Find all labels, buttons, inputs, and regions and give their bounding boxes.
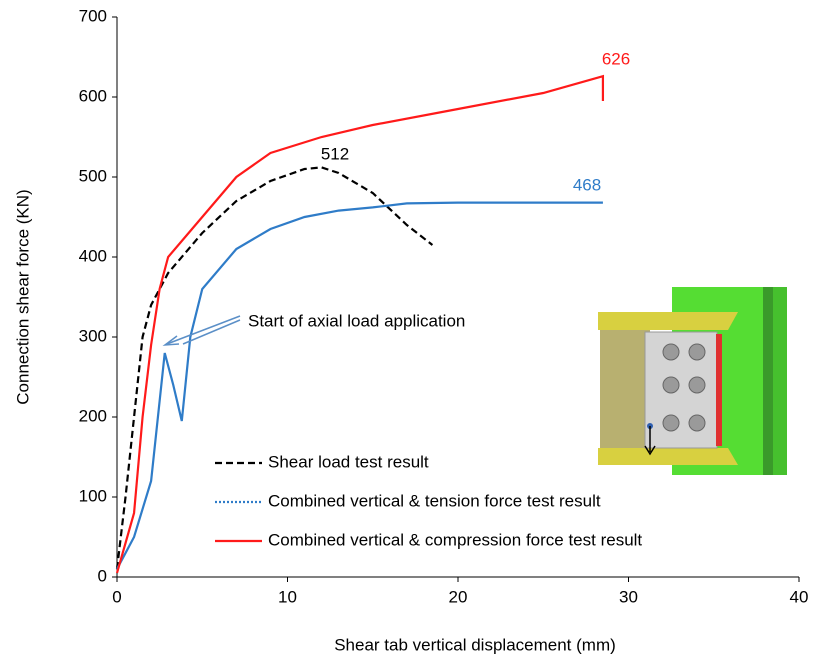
beam-bottom-flange bbox=[598, 448, 738, 465]
series-line bbox=[117, 203, 603, 569]
annotation: 626 bbox=[602, 49, 630, 68]
bolt bbox=[689, 377, 705, 393]
beam-top-flange bbox=[598, 312, 738, 330]
x-tick-label: 40 bbox=[790, 587, 809, 606]
annotation: Start of axial load application bbox=[248, 311, 465, 330]
chart: Shear tab vertical displacement (mm) Con… bbox=[0, 0, 816, 660]
x-tick-label: 20 bbox=[449, 587, 468, 606]
column-web bbox=[763, 287, 773, 475]
y-tick-label: 100 bbox=[79, 486, 107, 505]
x-axis-title: Shear tab vertical displacement (mm) bbox=[334, 635, 616, 654]
y-tick-label: 700 bbox=[79, 6, 107, 25]
bolt bbox=[689, 344, 705, 360]
annotation-arrow bbox=[167, 316, 240, 344]
legend-label: Combined vertical & tension force test r… bbox=[268, 491, 601, 510]
y-tick-label: 0 bbox=[98, 566, 107, 585]
annotation: 468 bbox=[573, 175, 601, 194]
x-tick-label: 0 bbox=[112, 587, 121, 606]
y-axis-title: Connection shear force (KN) bbox=[13, 189, 32, 404]
y-tick-label: 300 bbox=[79, 326, 107, 345]
column-edge bbox=[773, 287, 787, 475]
x-tick-label: 10 bbox=[278, 587, 297, 606]
beam-web bbox=[600, 325, 650, 450]
y-tick-label: 600 bbox=[79, 86, 107, 105]
y-tick-label: 500 bbox=[79, 166, 107, 185]
legend-label: Shear load test result bbox=[268, 452, 429, 471]
annotation: 512 bbox=[321, 144, 349, 163]
y-tick-label: 400 bbox=[79, 246, 107, 265]
inset-model bbox=[598, 287, 787, 475]
shear-tab bbox=[645, 332, 717, 448]
bolt bbox=[663, 377, 679, 393]
weld bbox=[716, 334, 722, 446]
legend-label: Combined vertical & compression force te… bbox=[268, 530, 642, 549]
bolt bbox=[689, 415, 705, 431]
x-tick-label: 30 bbox=[619, 587, 638, 606]
bolt bbox=[663, 344, 679, 360]
bolt bbox=[663, 415, 679, 431]
y-tick-label: 200 bbox=[79, 406, 107, 425]
